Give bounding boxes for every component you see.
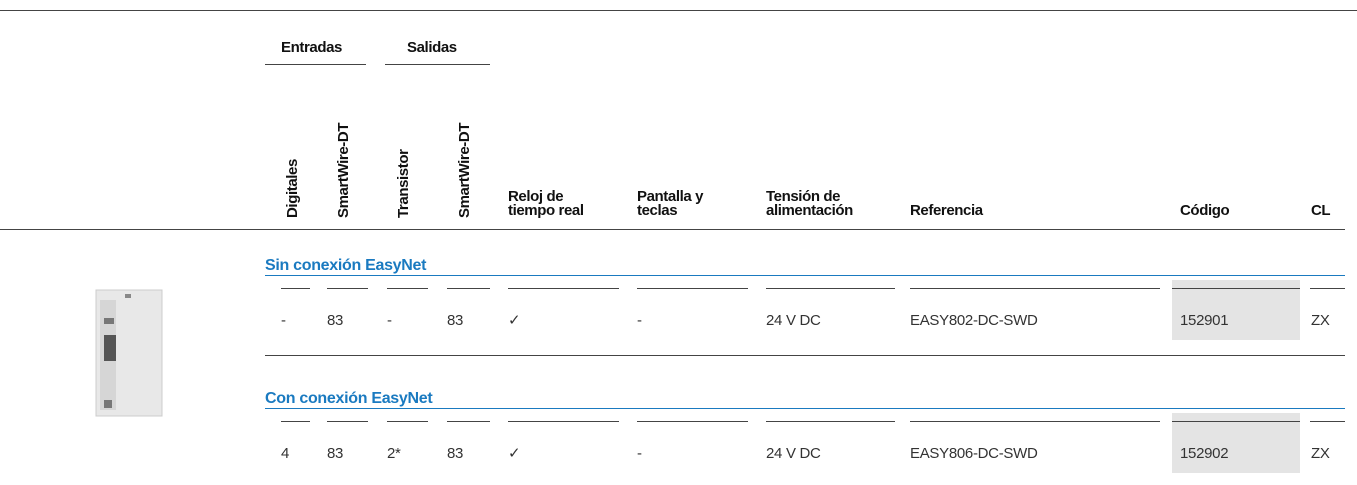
- cell: EASY802-DC-SWD: [910, 312, 1038, 329]
- cell: 152902: [1180, 445, 1228, 462]
- column-header: teclas: [637, 202, 677, 219]
- cell: 24 V DC: [766, 312, 821, 329]
- cell: -: [637, 445, 642, 462]
- cell: 2*: [387, 445, 401, 462]
- cell: 83: [327, 445, 343, 462]
- group-header: Salidas: [407, 39, 457, 56]
- column-header: Código: [1180, 202, 1229, 219]
- section-title: Sin conexión EasyNet: [265, 257, 427, 274]
- column-header: Pantalla y: [637, 188, 704, 205]
- group-header: Entradas: [281, 39, 342, 56]
- cell: -: [637, 312, 642, 329]
- rotated-header: Digitales: [284, 159, 301, 218]
- cell: 4: [281, 445, 289, 462]
- section-title: Con conexión EasyNet: [265, 390, 433, 407]
- rotated-header: SmartWire-DT: [335, 123, 352, 218]
- cell: ✓: [508, 445, 520, 462]
- column-header: CL: [1311, 202, 1330, 219]
- cell: 24 V DC: [766, 445, 821, 462]
- column-header: Tensión de: [766, 188, 840, 205]
- rotated-header: SmartWire-DT: [456, 123, 473, 218]
- product-image: [95, 289, 163, 417]
- cell: ZX: [1311, 312, 1330, 329]
- cell: -: [281, 312, 286, 329]
- column-header: tiempo real: [508, 202, 584, 219]
- highlight-cell: [1172, 413, 1300, 473]
- cell: ZX: [1311, 445, 1330, 462]
- rotated-header: Transistor: [395, 149, 412, 218]
- cell: -: [387, 312, 392, 329]
- cell: ✓: [508, 312, 520, 329]
- cell: 83: [447, 312, 463, 329]
- cell: 83: [447, 445, 463, 462]
- column-header: alimentación: [766, 202, 853, 219]
- column-header: Reloj de: [508, 188, 563, 205]
- cell: 83: [327, 312, 343, 329]
- highlight-cell: [1172, 280, 1300, 340]
- column-header: Referencia: [910, 202, 984, 219]
- cell: 152901: [1180, 312, 1228, 329]
- cell: EASY806-DC-SWD: [910, 445, 1038, 462]
